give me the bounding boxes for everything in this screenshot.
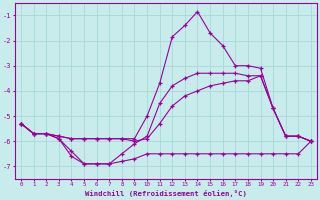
X-axis label: Windchill (Refroidissement éolien,°C): Windchill (Refroidissement éolien,°C): [85, 190, 247, 197]
